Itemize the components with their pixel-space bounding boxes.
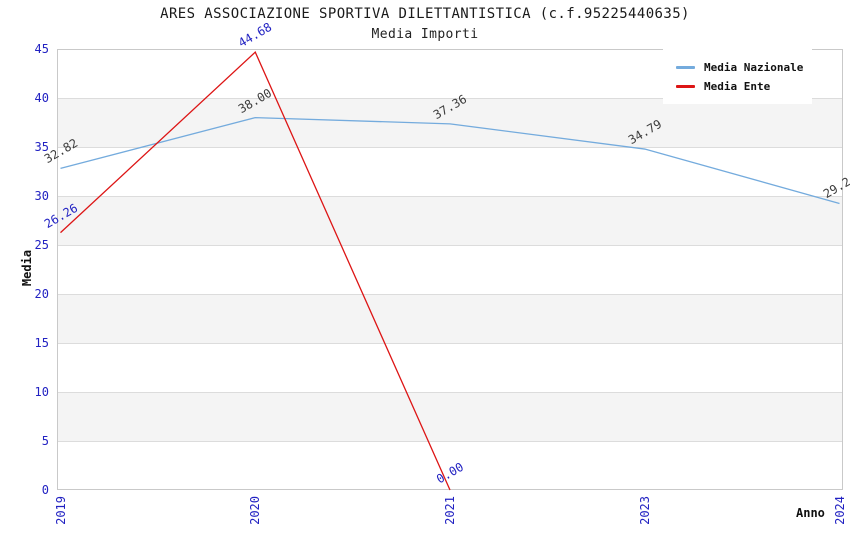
y-tick-label: 40 xyxy=(34,91,49,105)
background-band xyxy=(58,343,842,392)
background-band xyxy=(58,147,842,196)
x-axis-title: Anno xyxy=(796,506,825,520)
chart-subtitle: Media Importi xyxy=(371,27,479,42)
background-band xyxy=(58,392,842,441)
legend-label: Media Ente xyxy=(704,79,771,93)
legend-item-media-nazionale: Media Nazionale xyxy=(676,61,812,74)
gridline xyxy=(58,441,842,442)
gridline xyxy=(58,343,842,344)
y-tick-label: 30 xyxy=(34,189,49,203)
y-tick-label: 0 xyxy=(41,483,49,497)
background-band xyxy=(58,245,842,294)
background-band xyxy=(58,294,842,343)
background-band xyxy=(58,98,842,147)
y-tick-label: 20 xyxy=(34,287,49,301)
media-nazionale-line-marker xyxy=(676,65,695,69)
background-band xyxy=(58,196,842,245)
gridline xyxy=(58,147,842,148)
gridline xyxy=(58,196,842,197)
media-nazionale-line xyxy=(60,116,840,205)
media-ente-line-marker xyxy=(676,84,695,88)
y-tick-label: 15 xyxy=(34,336,49,350)
media-ente-line xyxy=(60,51,451,491)
y-tick-label: 45 xyxy=(34,42,49,56)
gridline xyxy=(58,392,842,393)
legend-item-media-ente: Media Ente xyxy=(676,80,812,93)
legend-label: Media Nazionale xyxy=(704,60,804,74)
gridline xyxy=(58,294,842,295)
y-tick-label: 35 xyxy=(34,140,49,154)
background-band xyxy=(58,441,842,490)
gridline xyxy=(58,245,842,246)
y-tick-label: 5 xyxy=(41,434,49,448)
chart-title: ARES ASSOCIAZIONE SPORTIVA DILETTANTISTI… xyxy=(160,6,690,22)
gridline xyxy=(58,98,842,99)
legend: Media Nazionale Media Ente xyxy=(663,49,812,104)
y-tick-label: 10 xyxy=(34,385,49,399)
y-tick-label: 25 xyxy=(34,238,49,252)
